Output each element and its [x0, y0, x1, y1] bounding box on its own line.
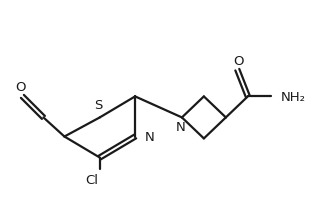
- Text: Cl: Cl: [86, 174, 99, 187]
- Text: N: N: [176, 121, 186, 134]
- Text: N: N: [145, 131, 154, 144]
- Text: S: S: [95, 98, 103, 112]
- Text: NH₂: NH₂: [281, 91, 306, 104]
- Text: O: O: [15, 81, 26, 94]
- Text: O: O: [233, 55, 244, 68]
